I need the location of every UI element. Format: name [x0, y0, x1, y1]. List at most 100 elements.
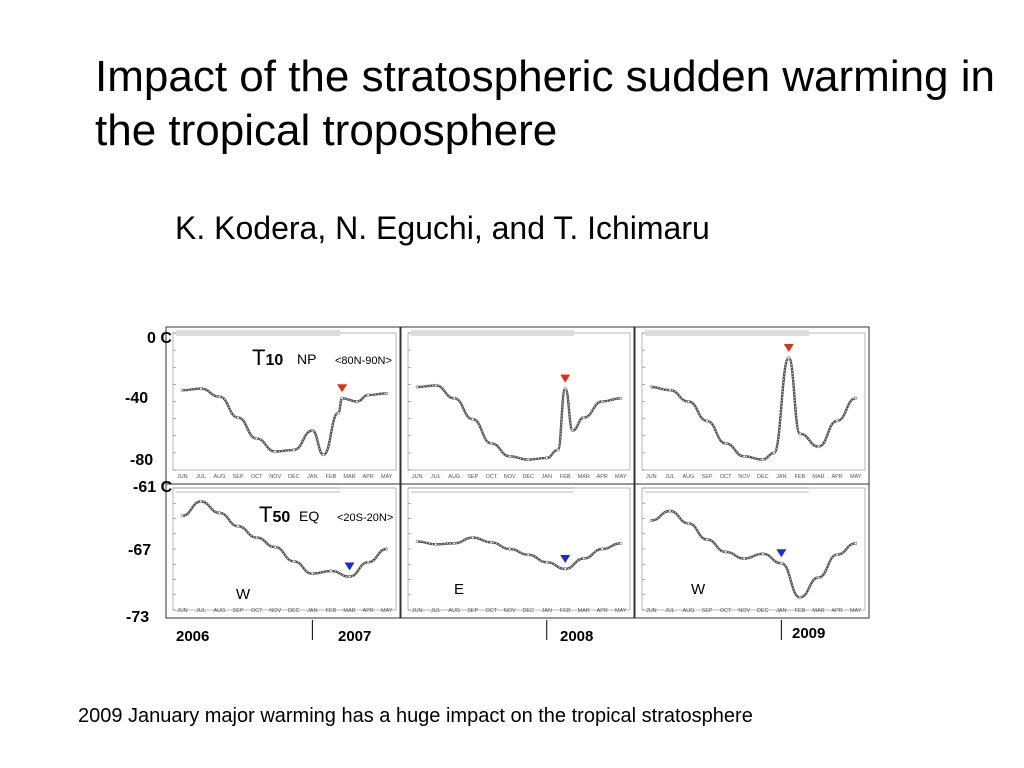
- data-point: [705, 537, 709, 542]
- data-point: [236, 416, 240, 420]
- data-point: [582, 416, 586, 420]
- top-variable-level: 10: [265, 352, 284, 369]
- x-tick-label: SEP: [467, 474, 478, 480]
- data-point: [292, 448, 296, 452]
- x-tick-label: OCT: [720, 474, 732, 480]
- x-tick-label: JUL: [665, 474, 675, 480]
- panel-frame: [400, 326, 635, 485]
- x-tick-label: FEB: [795, 474, 806, 480]
- year-label-2006: 2006: [176, 628, 210, 645]
- data-point: [835, 419, 839, 423]
- data-point: [668, 388, 672, 392]
- x-tick-label: AUG: [682, 608, 694, 614]
- x-tick-label: JUN: [412, 474, 423, 480]
- data-point: [199, 387, 203, 391]
- data-point: [489, 441, 493, 445]
- x-tick-label: JAN: [307, 608, 317, 614]
- data-point: [180, 514, 184, 518]
- data-point: [366, 560, 370, 564]
- data-point: [835, 553, 839, 557]
- x-tick-label: MAR: [343, 474, 355, 480]
- data-point: [582, 556, 586, 561]
- x-tick-label: NOV: [504, 608, 516, 614]
- x-tick-label: NOV: [269, 608, 281, 614]
- x-tick-label: SEP: [702, 474, 713, 480]
- data-point: [649, 518, 653, 523]
- x-tick-label: APR: [597, 608, 608, 614]
- data-point: [355, 399, 359, 404]
- data-point: [779, 561, 783, 565]
- x-tick-label: AUG: [213, 474, 225, 480]
- y-label-top-80: -80: [130, 452, 154, 469]
- x-tick-label: NOV: [269, 474, 281, 480]
- x-tick-label: OCT: [720, 608, 732, 614]
- data-point: [415, 539, 419, 543]
- top-region-label: NP: [297, 351, 317, 367]
- x-tick-label: OCT: [485, 608, 497, 614]
- data-point: [798, 432, 802, 436]
- x-tick-label: MAR: [343, 608, 355, 614]
- data-point: [668, 509, 672, 513]
- year-label-2009: 2009: [792, 625, 826, 642]
- data-point: [452, 396, 456, 400]
- data-point: [619, 396, 623, 400]
- x-tick-label: SEP: [467, 608, 478, 614]
- data-point: [686, 521, 691, 525]
- bottom-box-label: <20S-20N>: [337, 512, 394, 524]
- data-point: [798, 595, 802, 600]
- y-label-bottom-61: -61 C: [133, 479, 173, 496]
- bottom-variable-t: T: [259, 502, 273, 527]
- data-point: [508, 454, 512, 458]
- x-tick-label: JUL: [431, 608, 441, 614]
- data-point: [854, 396, 858, 400]
- data-point: [310, 572, 314, 576]
- data-point: [526, 553, 530, 557]
- data-point: [180, 388, 184, 392]
- phase-label-2006: W: [236, 586, 251, 603]
- data-point: [545, 456, 549, 460]
- data-point: [816, 575, 821, 580]
- data-point: [347, 575, 352, 579]
- data-point: [385, 391, 389, 395]
- warming-marker: [560, 554, 571, 563]
- x-tick-label: MAY: [850, 608, 862, 614]
- data-point: [366, 393, 370, 397]
- x-tick-label: MAY: [381, 474, 393, 480]
- data-point: [255, 437, 259, 441]
- slide-authors: K. Kodera, N. Eguchi, and T. Ichimaru: [175, 210, 710, 246]
- x-tick-label: MAR: [578, 608, 590, 614]
- data-point: [292, 559, 296, 563]
- y-label-top-40: -40: [125, 390, 149, 407]
- bottom-region-label: EQ: [299, 508, 320, 524]
- x-tick-label: FEB: [795, 608, 806, 614]
- x-tick-label: MAR: [812, 608, 824, 614]
- data-point: [705, 419, 709, 423]
- x-tick-label: APR: [831, 474, 842, 480]
- panel-frame: [634, 326, 870, 485]
- x-tick-label: FEB: [326, 474, 337, 480]
- data-point: [329, 569, 333, 573]
- data-point: [255, 536, 259, 540]
- data-point: [321, 453, 326, 457]
- x-tick-label: SEP: [233, 474, 244, 480]
- series-line-markers: [417, 384, 621, 461]
- data-point: [724, 550, 728, 554]
- x-tick-label: AUG: [448, 474, 460, 480]
- x-tick-label: JUN: [412, 608, 423, 614]
- data-point: [415, 385, 419, 389]
- x-tick-label: AUG: [682, 474, 694, 480]
- x-tick-label: JUL: [665, 608, 675, 614]
- data-point: [340, 396, 344, 400]
- data-point: [563, 567, 567, 571]
- data-point: [619, 541, 623, 545]
- slide-title: Impact of the stratospheric sudden warmi…: [95, 52, 996, 155]
- x-tick-label: JAN: [542, 608, 552, 614]
- x-tick-label: FEB: [560, 608, 571, 614]
- data-point: [563, 387, 567, 391]
- series-line-markers: [182, 501, 387, 578]
- data-point: [471, 536, 475, 540]
- data-point: [434, 383, 438, 387]
- data-point: [787, 356, 791, 360]
- phase-label-2007: E: [454, 581, 465, 598]
- x-tick-label: SEP: [702, 608, 713, 614]
